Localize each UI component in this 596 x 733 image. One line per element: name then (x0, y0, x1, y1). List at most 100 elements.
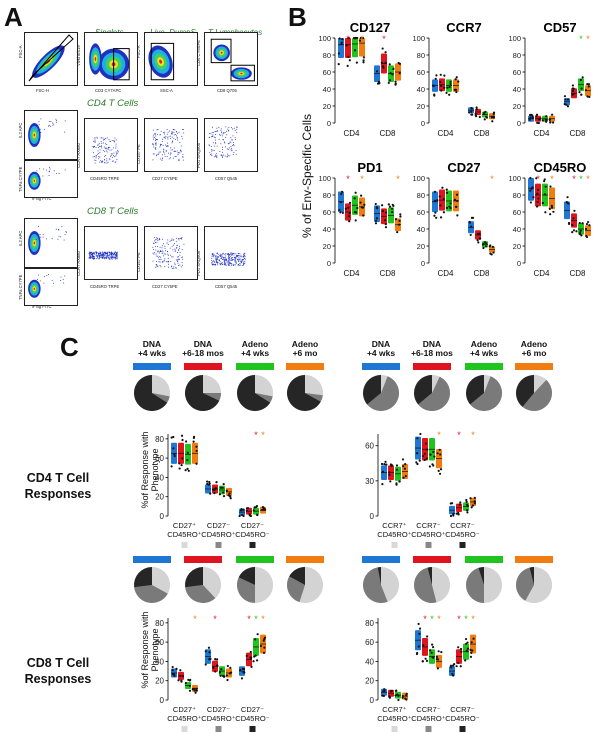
event-dot (115, 139, 117, 141)
data-point (435, 655, 439, 658)
data-point (439, 80, 442, 84)
data-point (391, 203, 394, 206)
event-dot (218, 256, 220, 258)
data-point (402, 476, 405, 479)
event-dot (92, 146, 94, 148)
event-dot (159, 145, 161, 147)
data-point (242, 667, 246, 671)
event-dot (104, 258, 106, 260)
event-dot (161, 158, 163, 160)
data-point (179, 669, 182, 672)
data-point (340, 42, 343, 46)
data-point (194, 691, 197, 694)
event-dot (228, 256, 230, 258)
data-point (186, 458, 189, 462)
event-dot (114, 140, 116, 142)
data-point (585, 234, 588, 238)
event-dot (224, 136, 226, 138)
event-dot (212, 261, 214, 263)
event-dot (178, 131, 180, 133)
event-dot (43, 128, 45, 130)
event-dot (53, 123, 55, 125)
event-dot (40, 131, 42, 133)
event-dot (108, 138, 110, 140)
data-point (399, 215, 402, 218)
data-point (433, 214, 436, 217)
data-point (457, 80, 460, 83)
event-dot (155, 148, 157, 150)
event-dot (98, 153, 100, 155)
data-point (204, 663, 207, 666)
data-point (172, 447, 175, 450)
data-point (248, 513, 251, 516)
event-dot (152, 242, 154, 244)
flow-plot-pd1b (204, 226, 258, 280)
event-dot (224, 142, 226, 144)
event-dot (100, 140, 102, 142)
y-tick-label: 80 (513, 51, 521, 60)
data-point (193, 689, 196, 692)
data-point (466, 504, 469, 507)
data-point (173, 453, 176, 456)
pie-slice (381, 567, 399, 602)
event-dot (104, 147, 106, 149)
event-dot (111, 140, 113, 142)
event-dot (111, 255, 113, 257)
data-point (433, 94, 436, 97)
event-dot (95, 155, 97, 157)
flow-plot-ssc (144, 32, 198, 86)
event-dot (173, 239, 175, 241)
event-dot (233, 144, 235, 146)
pie-slice (185, 375, 220, 411)
event-dot (219, 255, 221, 257)
event-dot (237, 253, 239, 255)
data-point (418, 627, 422, 630)
event-dot (240, 256, 242, 258)
event-dot (98, 257, 100, 259)
data-point (472, 637, 475, 640)
event-dot (113, 152, 115, 154)
event-dot (211, 126, 213, 128)
event-dot (217, 258, 219, 260)
data-point (446, 86, 449, 89)
flow-density (92, 136, 119, 164)
data-point (587, 83, 591, 86)
data-point (354, 191, 357, 194)
event-dot (47, 125, 49, 127)
event-dot (181, 262, 183, 264)
data-point (575, 230, 578, 233)
event-dot (50, 125, 52, 127)
event-dot (178, 258, 180, 260)
event-dot (160, 144, 162, 146)
data-point (213, 492, 216, 495)
event-dot (115, 154, 117, 156)
event-dot (89, 256, 91, 258)
event-dot (179, 245, 181, 247)
event-dot (97, 254, 99, 256)
event-dot (222, 146, 224, 148)
event-dot (162, 138, 164, 140)
data-point (445, 191, 449, 194)
event-dot (234, 129, 236, 131)
event-dot (229, 258, 231, 260)
event-dot (234, 258, 236, 260)
significance-star: * (193, 614, 197, 624)
pie-slice (305, 375, 323, 396)
event-dot (114, 254, 116, 256)
cd8-responses-line2: Responses (24, 672, 92, 686)
event-dot (219, 134, 221, 136)
category-swatch (459, 726, 466, 732)
data-point (426, 448, 429, 451)
event-dot (213, 263, 215, 265)
y-tick-label: 40 (417, 225, 425, 234)
event-dot (182, 156, 184, 158)
event-dot (227, 155, 229, 157)
data-point (424, 657, 427, 660)
event-dot (211, 150, 213, 152)
event-dot (159, 151, 161, 153)
event-dot (117, 152, 119, 154)
axis-cd57-cd8: CD57 Q545 (215, 284, 238, 289)
event-dot (161, 247, 163, 249)
event-dot (229, 260, 231, 262)
event-dot (107, 148, 109, 150)
